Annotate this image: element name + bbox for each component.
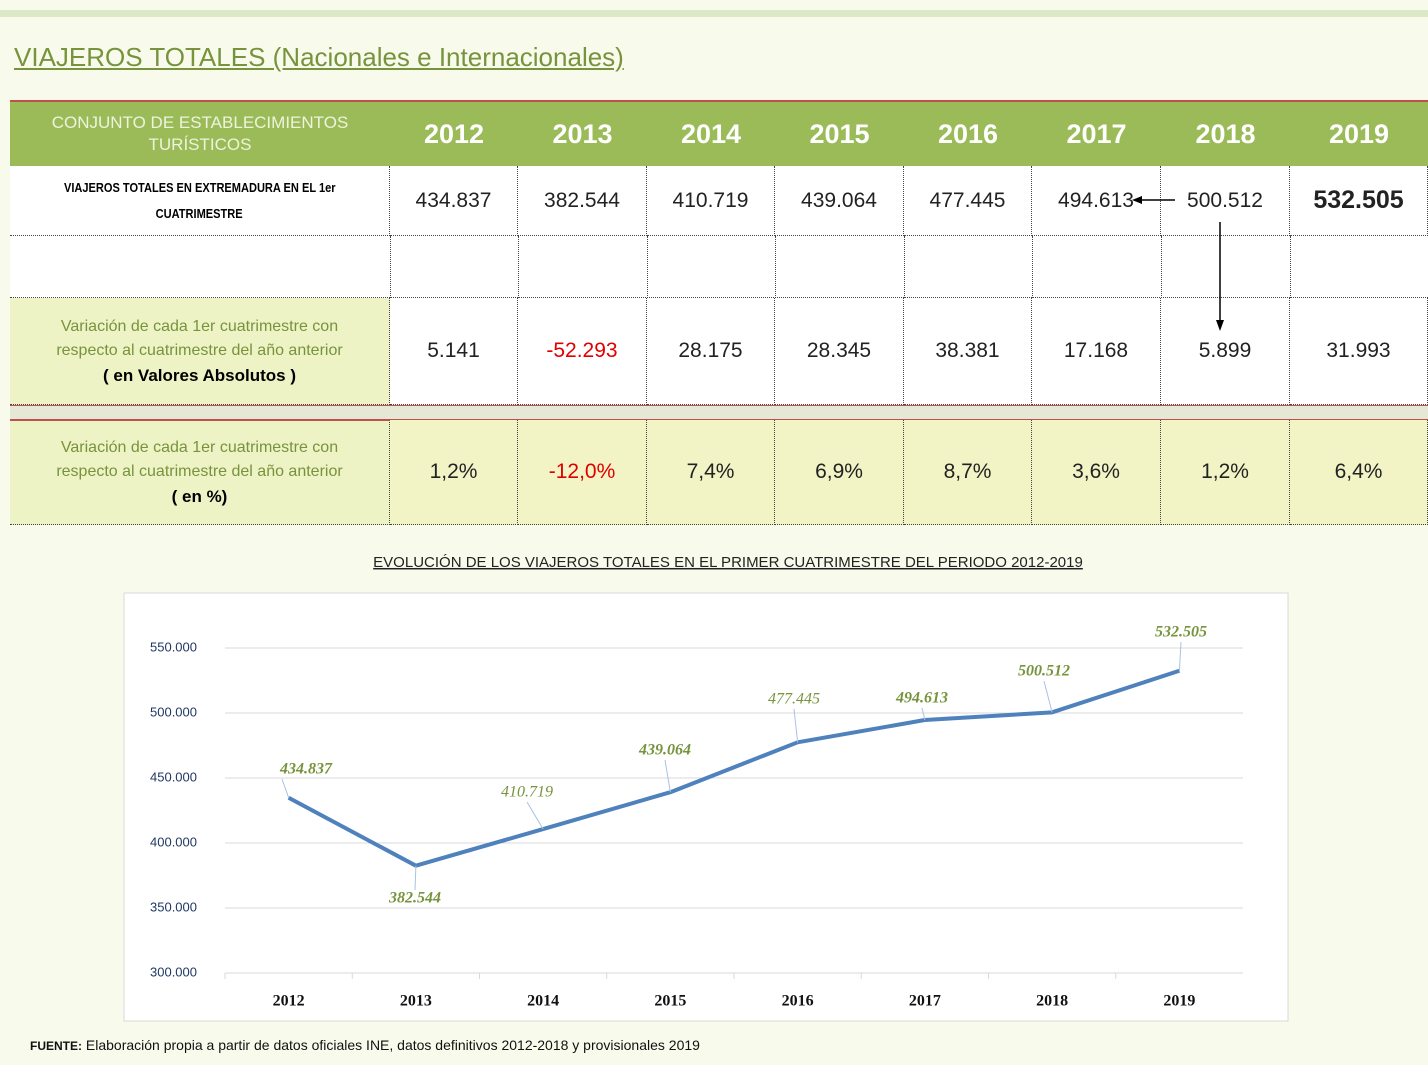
x-tick-label: 2014	[527, 993, 559, 1010]
data-label: 494.613	[895, 690, 948, 707]
row-label-line: CUATRIMESTRE	[156, 205, 243, 221]
footer-text: Elaboración propia a partir de datos ofi…	[85, 1037, 700, 1053]
chart: EVOLUCIÓN DE LOS VIAJEROS TOTALES EN EL …	[123, 554, 1289, 1022]
row-cell: 494.613	[1032, 166, 1161, 236]
header-year: 2018	[1161, 100, 1290, 166]
row-cell: 28.175	[647, 298, 775, 405]
leader-line	[664, 759, 671, 793]
chart-area	[123, 592, 1289, 1022]
header-year: 2016	[904, 100, 1032, 166]
row-cell: 3,6%	[1032, 420, 1161, 525]
row-cell: 1,2%	[1161, 420, 1290, 525]
y-tick-label: 500.000	[150, 704, 197, 719]
row-cell: 439.064	[775, 166, 904, 236]
x-tick-label: 2017	[909, 993, 941, 1010]
row-label-line: ( en %)	[171, 487, 228, 506]
leader-line	[1043, 680, 1053, 713]
leader-line	[281, 778, 290, 798]
row-cell: 6,4%	[1290, 420, 1428, 525]
row-cell: 382.544	[518, 166, 647, 236]
header-label: CONJUNTO DE ESTABLECIMIENTOS TURÍSTICOS	[10, 100, 390, 166]
x-tick-label: 2016	[782, 993, 814, 1010]
leader-line	[793, 708, 799, 743]
data-label: 477.445	[768, 691, 820, 708]
header-year: 2015	[775, 100, 904, 166]
row-label-line: respecto al cuatrimestre del año anterio…	[56, 463, 343, 480]
row-label: Variación de cada 1er cuatrimestre con re…	[10, 420, 390, 525]
header-year: 2013	[518, 100, 647, 166]
row-label-line: respecto al cuatrimestre del año anterio…	[56, 341, 343, 359]
row-cell: 5.141	[390, 298, 518, 405]
header-year: 2017	[1032, 100, 1161, 166]
row-label-line: Variación de cada 1er cuatrimestre con	[60, 317, 339, 335]
divider	[1290, 236, 1291, 298]
y-tick-label: 350.000	[150, 899, 197, 914]
row-label-line: VIAJEROS TOTALES EN EXTREMADURA EN EL 1e…	[63, 179, 336, 195]
row-cell: 477.445	[904, 166, 1032, 236]
divider	[904, 236, 905, 298]
data-label: 434.837	[279, 761, 333, 778]
row-cell: 6,9%	[775, 420, 904, 525]
data-label: 410.719	[501, 784, 553, 801]
y-tick-label: 300.000	[150, 964, 197, 979]
row-cell: 1,2%	[390, 420, 518, 525]
leader-line	[414, 865, 417, 891]
x-tick-label: 2013	[400, 993, 432, 1010]
row-cell: -52.293	[518, 298, 647, 405]
row-cell: -12,0%	[518, 420, 647, 525]
row-label: VIAJEROS TOTALES EN EXTREMADURA EN EL 1e…	[10, 166, 390, 236]
row-cell: 7,4%	[647, 420, 775, 525]
y-tick-label: 400.000	[150, 834, 197, 849]
divider	[1032, 236, 1033, 298]
y-tick-label: 550.000	[150, 639, 197, 654]
row-cell: 5.899	[1161, 298, 1290, 405]
divider	[775, 236, 776, 298]
divider	[647, 236, 648, 298]
header-year: 2019	[1290, 100, 1428, 166]
y-tick-label: 450.000	[150, 769, 197, 784]
data-label: 532.505	[1155, 624, 1207, 641]
footer-label: FUENTE:	[30, 1039, 82, 1053]
header-year: 2012	[390, 100, 518, 166]
x-tick-label: 2019	[1163, 993, 1195, 1010]
x-tick-label: 2012	[273, 993, 305, 1010]
data-label: 382.544	[388, 890, 441, 907]
row-cell: 28.345	[775, 298, 904, 405]
line	[287, 668, 1181, 868]
row-label-line: Variación de cada 1er cuatrimestre con	[60, 439, 339, 456]
leader-line	[921, 707, 926, 721]
row-cell: 410.719	[647, 166, 775, 236]
row-cell: 38.381	[904, 298, 1032, 405]
top-strip	[0, 10, 1428, 17]
row-gap	[10, 405, 1428, 420]
leader-line	[526, 801, 544, 830]
divider	[390, 236, 391, 298]
row-cell: 434.837	[390, 166, 518, 236]
data-label: 500.512	[1018, 663, 1070, 680]
empty-row	[10, 236, 1428, 298]
x-tick-label: 2015	[654, 993, 686, 1010]
row-label: Variación de cada 1er cuatrimestre con re…	[10, 298, 390, 405]
row-cell: 500.512	[1161, 166, 1290, 236]
row-cell: 31.993	[1290, 298, 1428, 405]
divider	[518, 236, 519, 298]
page-title: VIAJEROS TOTALES (Nacionales e Internaci…	[14, 42, 624, 72]
leader-line	[1178, 641, 1182, 671]
footer: FUENTE: Elaboración propia a partir de d…	[30, 1037, 700, 1053]
data-label: 439.064	[638, 742, 691, 759]
header-year: 2014	[647, 100, 775, 166]
row-label-line: ( en Valores Absolutos )	[102, 365, 297, 385]
row-cell: 8,7%	[904, 420, 1032, 525]
row-cell: 532.505	[1290, 166, 1428, 236]
divider	[1161, 236, 1162, 298]
x-tick-label: 2018	[1036, 993, 1068, 1010]
row-cell: 17.168	[1032, 298, 1161, 405]
chart-title: EVOLUCIÓN DE LOS VIAJEROS TOTALES EN EL …	[373, 554, 1083, 571]
